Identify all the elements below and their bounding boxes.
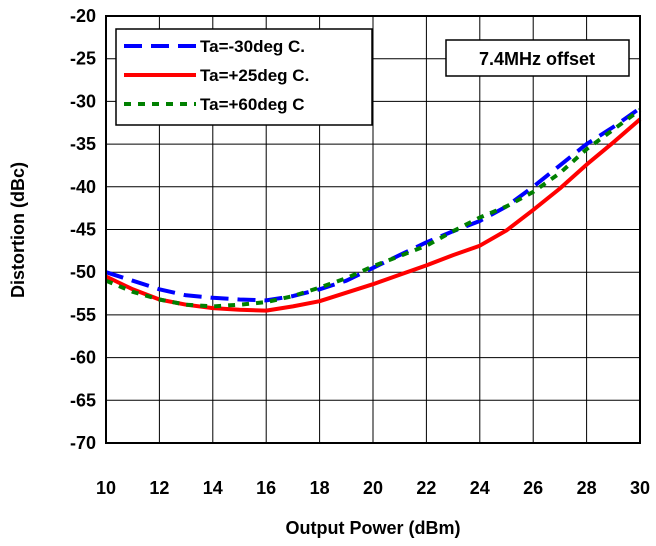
y-tick-label: -65 bbox=[70, 390, 96, 410]
series-line-2 bbox=[105, 117, 642, 313]
series-line-1 bbox=[105, 106, 642, 303]
x-tick-label: 28 bbox=[577, 478, 597, 498]
x-tick-label: 12 bbox=[149, 478, 169, 498]
y-tick-label: -55 bbox=[70, 305, 96, 325]
legend-label-1: Ta=-30deg C. bbox=[200, 37, 305, 56]
legend-label-3: Ta=+60deg C bbox=[200, 95, 305, 114]
annotation-box bbox=[445, 39, 630, 77]
y-tick-label: -40 bbox=[70, 177, 96, 197]
x-tick-label: 26 bbox=[523, 478, 543, 498]
y-axis-title: Distortion (dBc) bbox=[8, 162, 28, 298]
legend-label-2: Ta=+25deg C. bbox=[200, 66, 309, 85]
y-tick-label: -60 bbox=[70, 348, 96, 368]
x-tick-label: 24 bbox=[470, 478, 490, 498]
x-tick-label: 30 bbox=[630, 478, 650, 498]
x-tick-label: 16 bbox=[256, 478, 276, 498]
y-tick-label: -30 bbox=[70, 91, 96, 111]
plot-frame bbox=[105, 15, 641, 444]
y-tick-label: -50 bbox=[70, 262, 96, 282]
y-tick-label: -35 bbox=[70, 134, 96, 154]
x-tick-label: 22 bbox=[416, 478, 436, 498]
y-tick-label: -20 bbox=[70, 6, 96, 26]
y-tick-label: -25 bbox=[70, 49, 96, 69]
x-axis-title: Output Power (dBm) bbox=[286, 518, 461, 538]
x-tick-labels: 10 12 14 16 18 20 22 24 26 28 30 bbox=[96, 478, 650, 498]
x-tick-label: 20 bbox=[363, 478, 383, 498]
series-layer bbox=[105, 106, 642, 313]
y-tick-label: -45 bbox=[70, 220, 96, 240]
y-tick-labels: -20 -25 -30 -35 -40 -45 -50 -55 -60 -65 -70 bbox=[70, 6, 96, 453]
x-tick-label: 14 bbox=[203, 478, 223, 498]
y-tick-label: -70 bbox=[70, 433, 96, 453]
x-tick-label: 18 bbox=[310, 478, 330, 498]
annotation: 7.4MHz offset bbox=[445, 39, 630, 77]
x-tick-label: 10 bbox=[96, 478, 116, 498]
legend: Ta=-30deg C. Ta=+25deg C. Ta=+60deg C bbox=[115, 28, 373, 126]
annotation-text: 7.4MHz offset bbox=[479, 49, 595, 69]
